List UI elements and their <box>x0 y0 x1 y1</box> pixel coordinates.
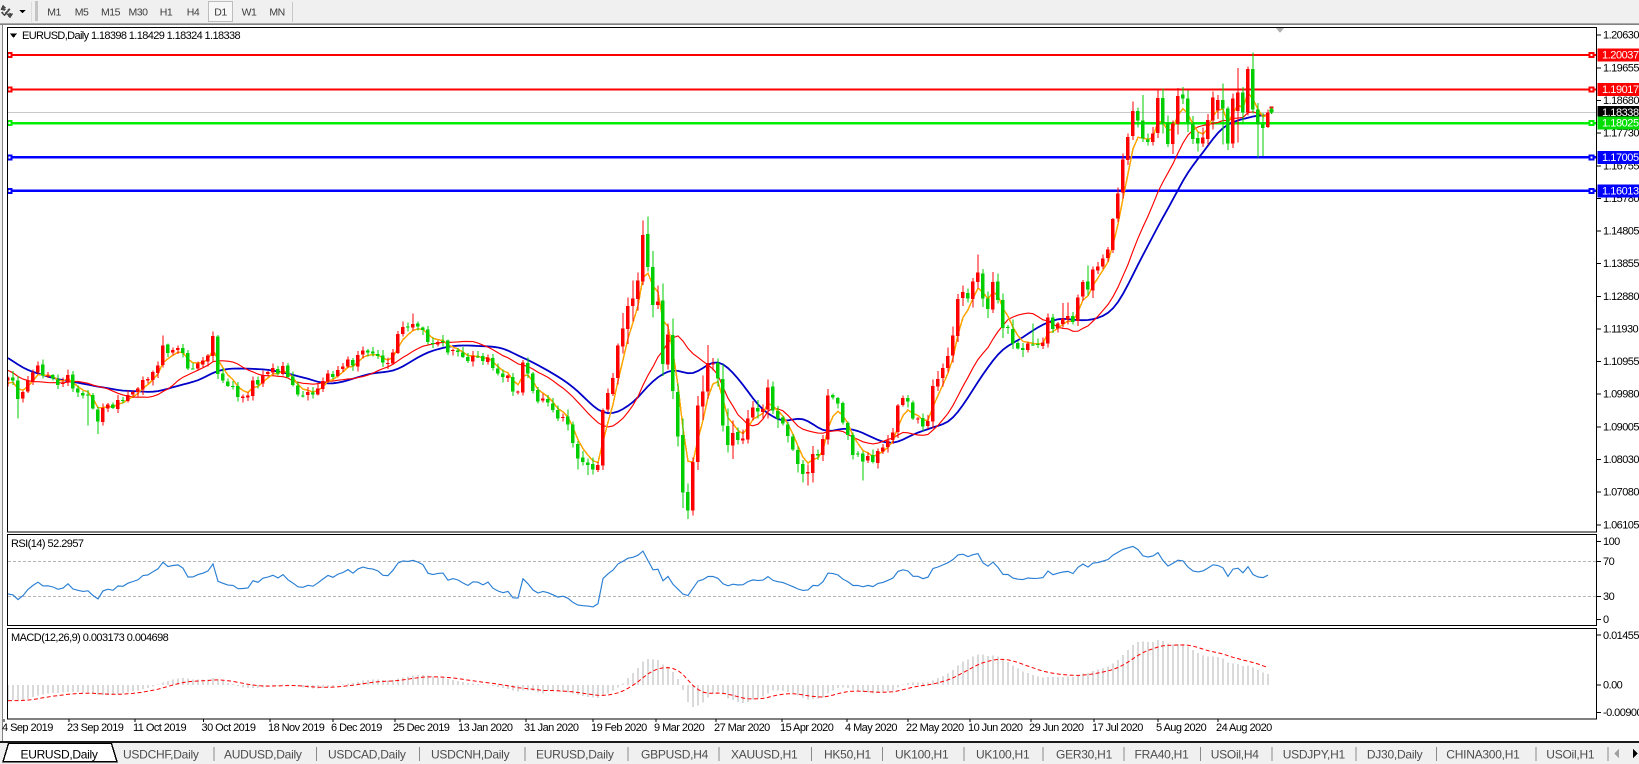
svg-text:1.19655: 1.19655 <box>1603 62 1639 74</box>
svg-text:1.19017: 1.19017 <box>1602 84 1639 96</box>
svg-text:1.12880: 1.12880 <box>1603 291 1639 303</box>
svg-text:1.17730: 1.17730 <box>1603 128 1639 140</box>
svg-text:H1: H1 <box>160 7 173 19</box>
svg-text:18 Nov 2019: 18 Nov 2019 <box>268 722 325 734</box>
svg-text:29 Jun 2020: 29 Jun 2020 <box>1029 722 1084 734</box>
svg-text:1.10955: 1.10955 <box>1603 356 1639 368</box>
svg-text:23 Sep 2019: 23 Sep 2019 <box>67 722 124 734</box>
svg-text:FRA40,H1: FRA40,H1 <box>1135 748 1190 762</box>
svg-text:1.18680: 1.18680 <box>1603 95 1639 107</box>
svg-text:15 Apr 2020: 15 Apr 2020 <box>780 722 834 734</box>
svg-text:22 May 2020: 22 May 2020 <box>906 722 964 734</box>
svg-text:MN: MN <box>269 7 284 19</box>
svg-text:1.14805: 1.14805 <box>1603 226 1639 238</box>
svg-text:CHINA300,H1: CHINA300,H1 <box>1446 748 1520 762</box>
svg-text:1.16013: 1.16013 <box>1602 185 1639 197</box>
svg-text:31 Jan 2020: 31 Jan 2020 <box>524 722 579 734</box>
svg-text:1.17005: 1.17005 <box>1602 152 1639 164</box>
svg-text:27 Mar 2020: 27 Mar 2020 <box>714 722 770 734</box>
svg-text:1.18338: 1.18338 <box>1602 107 1639 119</box>
svg-text:D1: D1 <box>214 7 227 19</box>
svg-text:EURUSD,Daily: EURUSD,Daily <box>21 748 98 762</box>
svg-text:-0.00900: -0.00900 <box>1603 707 1639 719</box>
svg-text:M30: M30 <box>129 7 149 19</box>
svg-text:30 Oct 2019: 30 Oct 2019 <box>202 722 256 734</box>
svg-text:0: 0 <box>1603 614 1609 626</box>
svg-text:1.09005: 1.09005 <box>1603 421 1639 433</box>
svg-text:USDCHF,Daily: USDCHF,Daily <box>123 748 199 762</box>
svg-text:1.11930: 1.11930 <box>1603 324 1639 336</box>
svg-text:MACD(12,26,9) 0.003173 0.00469: MACD(12,26,9) 0.003173 0.004698 <box>11 632 169 644</box>
svg-text:USOil,H4: USOil,H4 <box>1211 748 1260 762</box>
svg-text:XAUUSD,H1: XAUUSD,H1 <box>731 748 798 762</box>
svg-text:USOil,H1: USOil,H1 <box>1546 748 1595 762</box>
svg-text:70: 70 <box>1603 556 1615 568</box>
svg-text:AUDUSD,Daily: AUDUSD,Daily <box>224 748 302 762</box>
svg-text:19 Feb 2020: 19 Feb 2020 <box>591 722 647 734</box>
svg-text:0.014556: 0.014556 <box>1603 630 1639 642</box>
svg-text:UK100,H1: UK100,H1 <box>976 748 1030 762</box>
svg-text:GBPUSD,H4: GBPUSD,H4 <box>641 748 709 762</box>
svg-text:0.00: 0.00 <box>1603 680 1623 692</box>
svg-text:5 Aug 2020: 5 Aug 2020 <box>1156 722 1207 734</box>
svg-text:GER30,H1: GER30,H1 <box>1056 748 1113 762</box>
svg-text:1.20037: 1.20037 <box>1602 50 1639 62</box>
svg-text:30: 30 <box>1603 591 1615 603</box>
svg-text:1.07080: 1.07080 <box>1603 487 1639 499</box>
svg-text:24 Aug 2020: 24 Aug 2020 <box>1216 722 1272 734</box>
svg-text:EURUSD,Daily: EURUSD,Daily <box>536 748 614 762</box>
svg-text:6 Dec 2019: 6 Dec 2019 <box>331 722 382 734</box>
svg-text:USDJPY,H1: USDJPY,H1 <box>1283 748 1346 762</box>
svg-text:RSI(14) 52.2957: RSI(14) 52.2957 <box>11 538 84 550</box>
svg-text:100: 100 <box>1603 536 1620 548</box>
svg-text:10 Jun 2020: 10 Jun 2020 <box>968 722 1023 734</box>
svg-text:1.09980: 1.09980 <box>1603 389 1639 401</box>
svg-text:1.20630: 1.20630 <box>1603 30 1639 42</box>
svg-text:1.13855: 1.13855 <box>1603 258 1639 270</box>
svg-text:UK100,H1: UK100,H1 <box>895 748 949 762</box>
svg-text:13 Jan 2020: 13 Jan 2020 <box>458 722 513 734</box>
svg-text:USDCNH,Daily: USDCNH,Daily <box>431 748 510 762</box>
svg-text:HK50,H1: HK50,H1 <box>824 748 872 762</box>
svg-text:25 Dec 2019: 25 Dec 2019 <box>393 722 450 734</box>
svg-text:1.18025: 1.18025 <box>1602 118 1639 130</box>
svg-text:4 May 2020: 4 May 2020 <box>845 722 897 734</box>
svg-text:1.08030: 1.08030 <box>1603 454 1639 466</box>
svg-text:USDCAD,Daily: USDCAD,Daily <box>328 748 406 762</box>
svg-text:4 Sep 2019: 4 Sep 2019 <box>2 722 53 734</box>
svg-text:DJ30,Daily: DJ30,Daily <box>1367 748 1423 762</box>
svg-text:1.06105: 1.06105 <box>1603 519 1639 531</box>
svg-text:H4: H4 <box>187 7 200 19</box>
svg-text:M15: M15 <box>101 7 121 19</box>
svg-text:M1: M1 <box>47 7 61 19</box>
svg-text:EURUSD,Daily 1.18398 1.18429: EURUSD,Daily 1.18398 1.18429 1.18324 1.1… <box>22 30 240 42</box>
svg-text:17 Jul 2020: 17 Jul 2020 <box>1092 722 1143 734</box>
svg-text:W1: W1 <box>242 7 257 19</box>
svg-text:11 Oct 2019: 11 Oct 2019 <box>133 722 186 734</box>
svg-text:M5: M5 <box>75 7 89 19</box>
svg-text:9 Mar 2020: 9 Mar 2020 <box>654 722 705 734</box>
